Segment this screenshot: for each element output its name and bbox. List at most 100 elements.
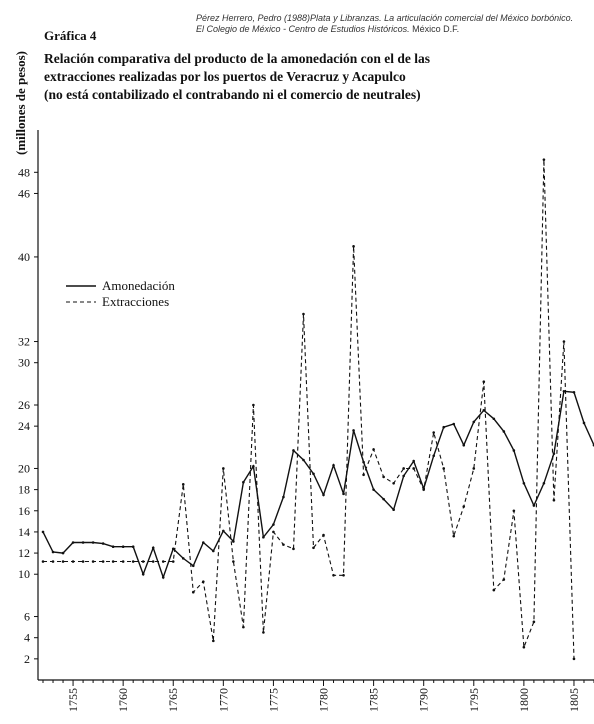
y-tick-label: 10 (18, 567, 30, 581)
data-point (452, 534, 456, 538)
data-point (41, 530, 45, 534)
data-point (272, 530, 275, 534)
chart-title: Relación comparativa del producto de la … (44, 50, 564, 104)
data-point (462, 443, 466, 447)
data-point (292, 547, 295, 551)
y-tick-label: 18 (18, 483, 30, 497)
chart-title-line-1: Relación comparativa del producto de la … (44, 51, 430, 66)
data-point (322, 493, 325, 497)
data-point (71, 560, 75, 563)
data-point (101, 560, 105, 563)
data-point (522, 481, 526, 485)
data-point (462, 505, 466, 508)
data-point (171, 560, 175, 563)
data-point (161, 576, 165, 579)
data-point (522, 645, 526, 649)
data-point (352, 245, 355, 248)
data-point (472, 467, 476, 470)
data-point (412, 459, 415, 463)
data-point (492, 417, 496, 421)
data-point (392, 481, 395, 485)
data-point (91, 560, 95, 563)
data-point (532, 620, 536, 624)
data-point (532, 504, 536, 507)
data-point (552, 452, 556, 455)
data-point (582, 421, 586, 425)
series-lines (41, 158, 594, 661)
data-point (482, 408, 486, 412)
data-point (562, 340, 566, 343)
y-tick-label: 46 (18, 186, 30, 200)
data-point (412, 467, 415, 470)
x-tick-label: 1765 (166, 688, 180, 712)
citation-text-1: Pérez Herrero, Pedro (1988)Plata y Libra… (196, 13, 574, 23)
y-tick-label: 14 (18, 525, 30, 539)
data-point (191, 564, 195, 568)
data-point (302, 458, 305, 462)
data-point (222, 529, 225, 533)
data-point (392, 508, 395, 512)
data-point (512, 509, 516, 513)
x-tick-label: 1755 (66, 688, 80, 712)
data-point (372, 488, 375, 491)
x-tick-label: 1800 (517, 688, 531, 712)
data-point (402, 467, 405, 470)
data-point (232, 540, 235, 543)
data-point (61, 560, 65, 563)
data-point (372, 448, 375, 451)
citation-line-1: Pérez Herrero, Pedro (1988)Plata y Libra… (196, 13, 592, 24)
figure-label: Gráfica 4 (44, 28, 97, 43)
series-line-extracciones (43, 159, 575, 659)
data-point (181, 557, 185, 560)
data-point (332, 463, 335, 467)
data-point (212, 639, 215, 643)
data-point (242, 480, 245, 484)
data-point (542, 158, 546, 161)
data-point (181, 483, 185, 486)
data-point (111, 545, 115, 549)
data-point (201, 580, 205, 583)
y-tick-label: 48 (18, 165, 30, 179)
data-point (432, 454, 436, 458)
data-point (312, 546, 315, 550)
data-point (222, 467, 225, 470)
data-point (342, 573, 345, 577)
data-point (542, 481, 546, 485)
y-tick-label: 6 (24, 610, 30, 624)
x-tick-label: 1785 (367, 688, 381, 712)
citation-text-2: El Colegio de México - Centro de Estudio… (196, 24, 410, 34)
data-point (51, 560, 55, 563)
data-point (91, 541, 95, 544)
data-point (171, 547, 175, 551)
data-point (302, 312, 305, 316)
data-point (492, 588, 496, 592)
y-tick-label: 12 (18, 546, 30, 560)
data-point (472, 420, 476, 424)
y-tick-label: 30 (18, 356, 30, 370)
data-point (362, 473, 365, 477)
data-point (51, 550, 55, 554)
data-point (191, 590, 195, 594)
series-line-amonedacion (42, 390, 594, 580)
data-point (272, 523, 275, 526)
y-tick-label: 40 (18, 250, 30, 264)
data-point (121, 560, 125, 563)
data-point (111, 560, 115, 563)
data-point (252, 465, 255, 468)
y-tick-label: 32 (18, 335, 30, 349)
y-tick-label: 24 (18, 419, 30, 433)
data-point (141, 560, 145, 563)
y-tick-label: 16 (18, 504, 30, 518)
y-tick-label: 26 (18, 398, 30, 412)
data-point (382, 475, 385, 479)
data-point (502, 430, 506, 433)
legend-label: Amonedación (102, 278, 175, 293)
x-tick-label: 1805 (567, 688, 581, 712)
data-point (161, 560, 165, 563)
legend-label: Extracciones (102, 294, 169, 309)
data-point (282, 495, 285, 499)
data-point (61, 551, 65, 555)
data-point (342, 492, 345, 496)
